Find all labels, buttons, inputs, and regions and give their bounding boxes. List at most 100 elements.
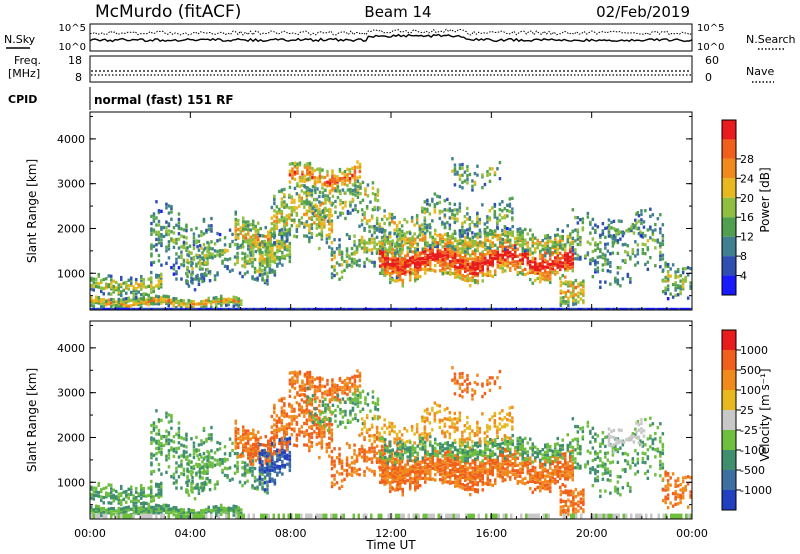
power-cell: [278, 229, 282, 233]
power-cell: [556, 227, 559, 232]
power-cell: [439, 251, 442, 255]
power-cell: [185, 248, 188, 252]
velocity-cell: [252, 451, 255, 456]
power-cell: [391, 267, 394, 271]
power-cell: [514, 267, 517, 271]
power-cell: [230, 299, 233, 304]
power-cell: [354, 188, 357, 192]
power-cell: [509, 242, 512, 246]
power-cell: [524, 251, 527, 255]
power-cell: [679, 284, 682, 288]
power-cell: [481, 264, 484, 269]
power-cell: [521, 231, 524, 235]
power-cell: [514, 260, 517, 264]
power-cell: [290, 206, 294, 210]
velocity-cell: [288, 402, 291, 406]
power-cell: [466, 244, 469, 248]
colorbar-segment: [722, 158, 736, 179]
velocity-cell: [283, 436, 287, 441]
power-cell: [501, 200, 504, 204]
power-cell: [449, 249, 452, 253]
velocity-cell: [110, 501, 113, 505]
power-cell: [329, 208, 332, 212]
velocity-cell: [162, 443, 166, 448]
velocity-cell: [107, 494, 110, 498]
power-cell: [348, 180, 352, 184]
velocity-cell: [175, 466, 178, 470]
velocity-cell: [182, 469, 186, 473]
power-cell: [456, 170, 459, 174]
power-cell: [625, 307, 628, 310]
power-cell: [308, 193, 311, 197]
colorbar-tick-label: 24: [740, 172, 754, 185]
velocity-cell: [165, 470, 168, 474]
power-cell: [244, 240, 247, 244]
power-cell: [384, 229, 387, 233]
power-cell: [263, 279, 267, 283]
power-cell: [378, 206, 381, 210]
velocity-cell: [165, 438, 168, 442]
power-cell: [442, 307, 445, 310]
power-cell: [489, 248, 492, 252]
power-cell: [443, 215, 447, 219]
power-cell: [117, 297, 120, 302]
velocity-cell: [263, 452, 267, 456]
velocity-cell: [125, 509, 128, 513]
velocity-cell: [175, 507, 178, 512]
velocity-cell: [193, 486, 197, 490]
power-cell: [306, 163, 309, 168]
power-cell: [436, 260, 439, 265]
power-cell: [308, 236, 311, 240]
power-cell: [646, 267, 650, 271]
power-cell: [326, 169, 329, 174]
power-cell: [112, 284, 115, 289]
power-cell: [237, 227, 240, 232]
power-cell: [195, 226, 198, 230]
power-cell: [473, 180, 477, 185]
power-cell: [399, 251, 402, 255]
power-cell: [288, 231, 291, 235]
power-cell: [142, 299, 145, 303]
power-cell: [288, 245, 292, 249]
power-cell: [180, 254, 183, 258]
power-cell: [324, 199, 327, 203]
velocity-cell: [268, 461, 272, 465]
power-cell: [345, 252, 349, 256]
power-cell: [580, 307, 583, 310]
power-cell: [424, 240, 427, 244]
power-cell: [506, 214, 509, 218]
velocity-cell: [271, 454, 274, 458]
power-cell: [336, 180, 339, 184]
power-cell: [466, 252, 469, 256]
power-cell: [318, 223, 321, 227]
velocity-cell: [262, 443, 265, 447]
power-cell: [456, 246, 459, 250]
power-cell: [481, 268, 484, 272]
power-cell: [514, 245, 517, 250]
power-cell: [564, 245, 567, 249]
velocity-cell: [215, 512, 218, 516]
power-cell: [399, 247, 402, 251]
power-cell: [247, 220, 250, 224]
power-cell: [333, 273, 336, 278]
colorbar-tick-label: 20: [740, 192, 754, 205]
power-cell: [338, 176, 342, 181]
velocity-cell: [203, 462, 207, 467]
power-cell: [222, 299, 225, 303]
power-cell: [606, 258, 610, 262]
power-cell: [429, 234, 432, 239]
velocity-cell: [253, 479, 257, 483]
power-cell: [499, 266, 502, 270]
velocity-cell: [208, 488, 212, 492]
velocity-cell: [258, 460, 262, 465]
power-cell: [271, 245, 274, 249]
power-cell: [640, 212, 643, 217]
power-cell: [117, 288, 120, 293]
power-cell: [637, 214, 641, 218]
power-cell: [210, 240, 213, 244]
power-cell: [273, 225, 276, 229]
power-cell: [417, 307, 420, 310]
power-cell: [373, 237, 376, 241]
power-cell: [285, 217, 289, 222]
power-cell: [466, 168, 469, 172]
